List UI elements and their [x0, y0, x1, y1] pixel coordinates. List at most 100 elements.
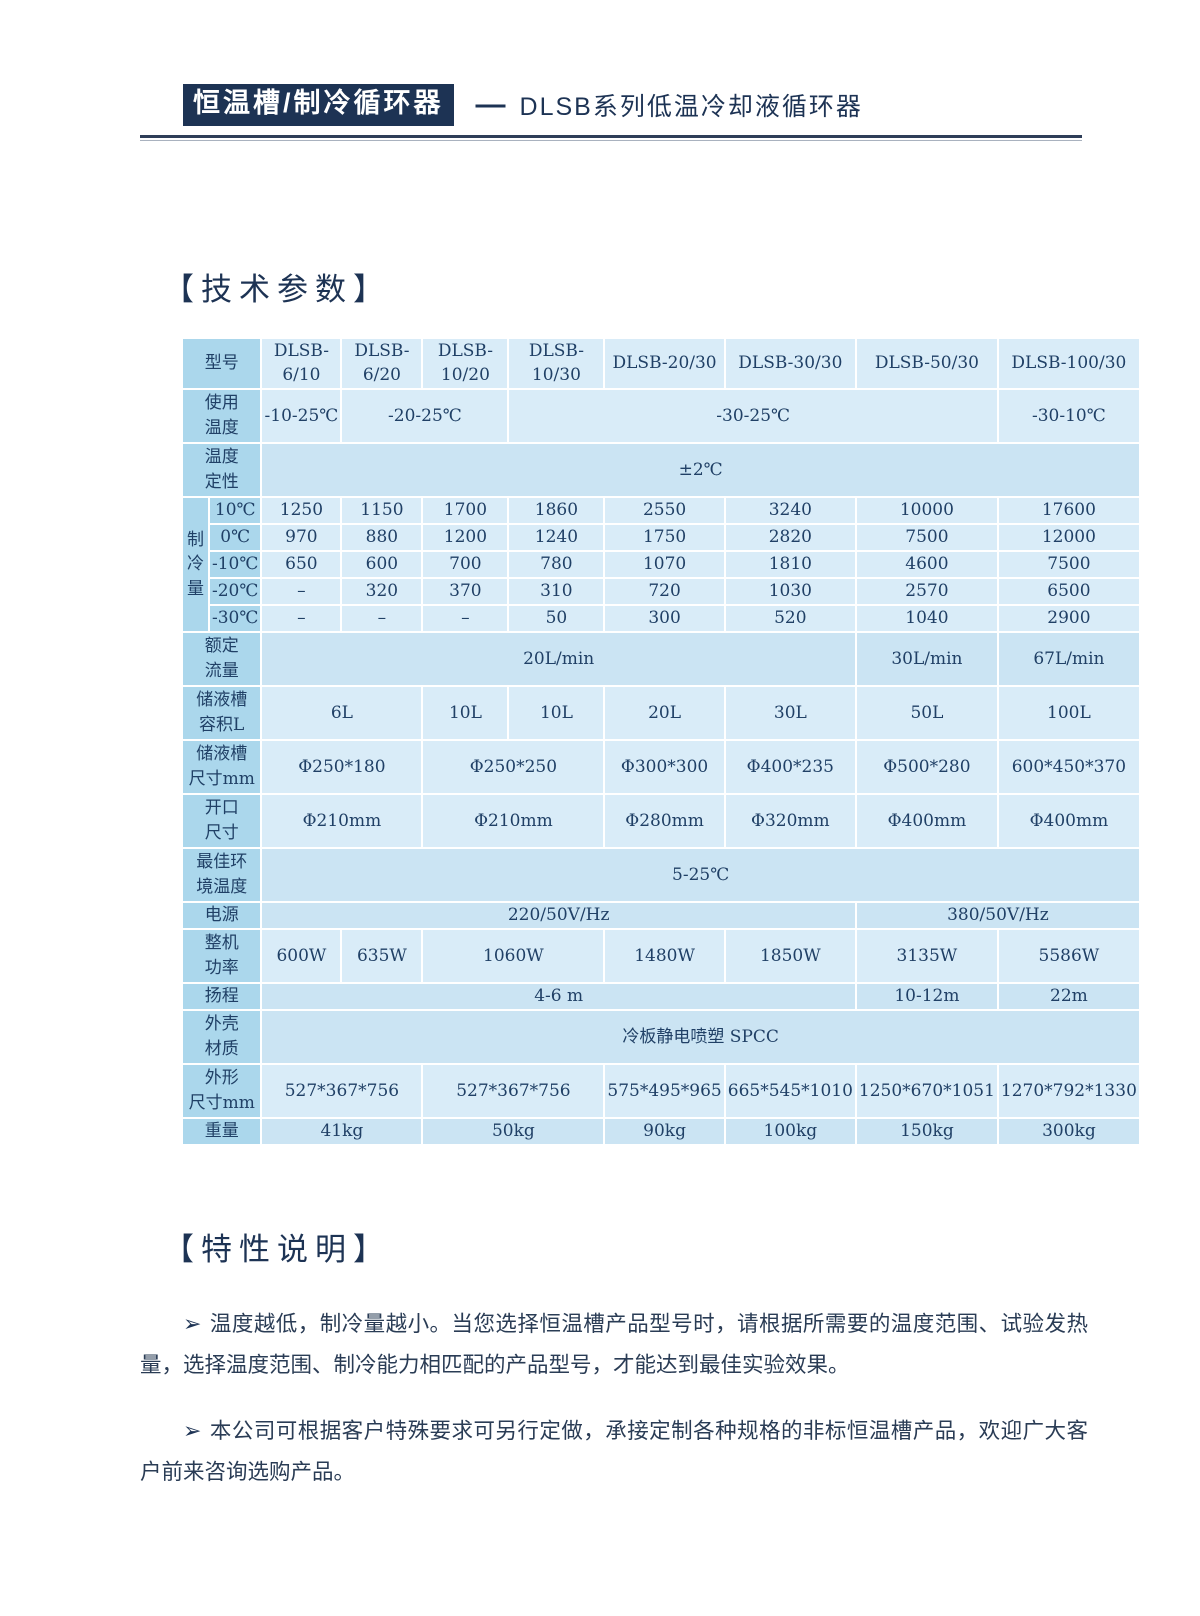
- row-label: 扬程: [183, 983, 261, 1009]
- spec-cell: 7500: [856, 524, 997, 550]
- spec-cell: 20L/min: [262, 632, 855, 685]
- spec-cell: 50: [509, 605, 604, 631]
- spec-cell: 320: [342, 578, 422, 604]
- spec-cell: 1850W: [725, 929, 855, 982]
- spec-cell: 380/50V/Hz: [856, 902, 1139, 928]
- spec-cell: 12000: [998, 524, 1139, 550]
- spec-cell: Φ300*300: [605, 740, 724, 793]
- spec-cell: –: [342, 605, 422, 631]
- row-label: 整机 功率: [183, 929, 261, 982]
- spec-cell: 310: [509, 578, 604, 604]
- series-subtitle: DLSB系列低温冷却液循环器: [519, 92, 863, 121]
- table-row: 整机 功率 600W 635W 1060W 1480W 1850W 3135W …: [183, 929, 1139, 982]
- row-label: 储液槽 容积L: [183, 686, 261, 739]
- spec-cell: 1250*670*1051: [856, 1064, 997, 1117]
- spec-cell: 17600: [998, 497, 1139, 523]
- spec-cell: 1750: [605, 524, 724, 550]
- model-header-cell: DLSB-20/30: [605, 338, 724, 388]
- model-header-cell: DLSB-100/30: [998, 338, 1139, 388]
- spec-cell: 2820: [725, 524, 855, 550]
- spec-cell: 220/50V/Hz: [262, 902, 855, 928]
- table-row: 扬程 4-6 m 10-12m 22m: [183, 983, 1139, 1009]
- row-label: 外壳 材质: [183, 1010, 261, 1063]
- model-header-cell: DLSB-30/30: [725, 338, 855, 388]
- table-row: 温度 定性 ±2℃: [183, 443, 1139, 496]
- table-row: 开口 尺寸 Φ210mm Φ210mm Φ280mm Φ320mm Φ400mm…: [183, 794, 1139, 847]
- row-label: 外形 尺寸mm: [183, 1064, 261, 1117]
- spec-cell: 700: [423, 551, 508, 577]
- spec-cell: 6500: [998, 578, 1139, 604]
- row-label: 重量: [183, 1118, 261, 1144]
- spec-cell: Φ250*180: [262, 740, 422, 793]
- spec-cell: 1270*792*1330: [998, 1064, 1139, 1117]
- spec-cell: Φ320mm: [725, 794, 855, 847]
- specs-section-title: 【技术参数】: [163, 271, 391, 307]
- feature-text: 温度越低，制冷量越小。当您选择恒温槽产品型号时，请根据所需要的温度范围、试验发热…: [140, 1311, 1088, 1377]
- row-label: 型号: [183, 338, 261, 388]
- spec-cell: 1030: [725, 578, 855, 604]
- table-row: 最佳环 境温度 5-25℃: [183, 848, 1139, 901]
- spec-cell: 30L/min: [856, 632, 997, 685]
- spec-cell: 970: [262, 524, 341, 550]
- spec-cell: 520: [725, 605, 855, 631]
- spec-cell: 600*450*370: [998, 740, 1139, 793]
- spec-cell: -30-10℃: [998, 389, 1139, 442]
- row-label: 温度 定性: [183, 443, 261, 496]
- group-label-cooling-capacity: 制 冷 量: [183, 497, 208, 631]
- spec-cell: 5586W: [998, 929, 1139, 982]
- spec-cell: 720: [605, 578, 724, 604]
- spec-cell: 1070: [605, 551, 724, 577]
- model-header-cell: DLSB-50/30: [856, 338, 997, 388]
- spec-cell: 1060W: [423, 929, 604, 982]
- spec-cell: 2570: [856, 578, 997, 604]
- spec-cell: 2900: [998, 605, 1139, 631]
- table-row: 额定 流量 20L/min 30L/min 67L/min: [183, 632, 1139, 685]
- spec-cell: 3240: [725, 497, 855, 523]
- header-title-row: 恒温槽/制冷循环器 — DLSB系列低温冷却液循环器: [140, 84, 1082, 126]
- spec-cell: 50kg: [423, 1118, 604, 1144]
- table-row: 0℃ 970 880 1200 1240 1750 2820 7500 1200…: [183, 524, 1139, 550]
- model-header-cell: DLSB-6/20: [342, 338, 422, 388]
- spec-cell: Φ280mm: [605, 794, 724, 847]
- row-label: 电源: [183, 902, 261, 928]
- spec-cell: 300: [605, 605, 724, 631]
- table-row: 制 冷 量 10℃ 1250 1150 1700 1860 2550 3240 …: [183, 497, 1139, 631]
- spec-cell: Φ500*280: [856, 740, 997, 793]
- row-label: 开口 尺寸: [183, 794, 261, 847]
- spec-cell: Φ400*235: [725, 740, 855, 793]
- table-row: 储液槽 尺寸mm Φ250*180 Φ250*250 Φ300*300 Φ400…: [183, 740, 1139, 793]
- row-label: 储液槽 尺寸mm: [183, 740, 261, 793]
- header-rule-thick: [140, 134, 1082, 138]
- spec-cell: 5-25℃: [262, 848, 1139, 901]
- spec-cell: 780: [509, 551, 604, 577]
- spec-cell: 575*495*965: [605, 1064, 724, 1117]
- spec-cell: 1810: [725, 551, 855, 577]
- model-header-cell: DLSB-6/10: [262, 338, 341, 388]
- spec-cell: 4-6 m: [262, 983, 855, 1009]
- spec-cell: 527*367*756: [423, 1064, 604, 1117]
- spec-cell: Φ400mm: [856, 794, 997, 847]
- spec-cell: 10L: [509, 686, 604, 739]
- spec-cell: 冷板静电喷塑 SPCC: [262, 1010, 1139, 1063]
- row-label: -10℃: [210, 551, 261, 577]
- table-row: 储液槽 容积L 6L 10L 10L 20L 30L 50L 100L: [183, 686, 1139, 739]
- spec-cell: –: [262, 605, 341, 631]
- spec-cell: 1040: [856, 605, 997, 631]
- spec-cell: -30-25℃: [509, 389, 997, 442]
- spec-cell: –: [423, 605, 508, 631]
- spec-cell: 67L/min: [998, 632, 1139, 685]
- spec-cell: 20L: [605, 686, 724, 739]
- arrow-bullet-icon: ➢: [183, 1417, 202, 1443]
- spec-cell: 2550: [605, 497, 724, 523]
- spec-cell: Φ210mm: [423, 794, 604, 847]
- table-row: -10℃ 650 600 700 780 1070 1810 4600 7500: [183, 551, 1139, 577]
- table-row: -30℃ – – – 50 300 520 1040 2900: [183, 605, 1139, 631]
- table-row: 外形 尺寸mm 527*367*756 527*367*756 575*495*…: [183, 1064, 1139, 1117]
- spec-cell: 1200: [423, 524, 508, 550]
- table-row: 重量 41kg 50kg 90kg 100kg 150kg 300kg: [183, 1118, 1139, 1144]
- model-header-cell: DLSB-10/30: [509, 338, 604, 388]
- table-row: 电源 220/50V/Hz 380/50V/Hz: [183, 902, 1139, 928]
- spec-cell: 1860: [509, 497, 604, 523]
- spec-cell: -10-25℃: [262, 389, 341, 442]
- arrow-bullet-icon: ➢: [183, 1310, 202, 1336]
